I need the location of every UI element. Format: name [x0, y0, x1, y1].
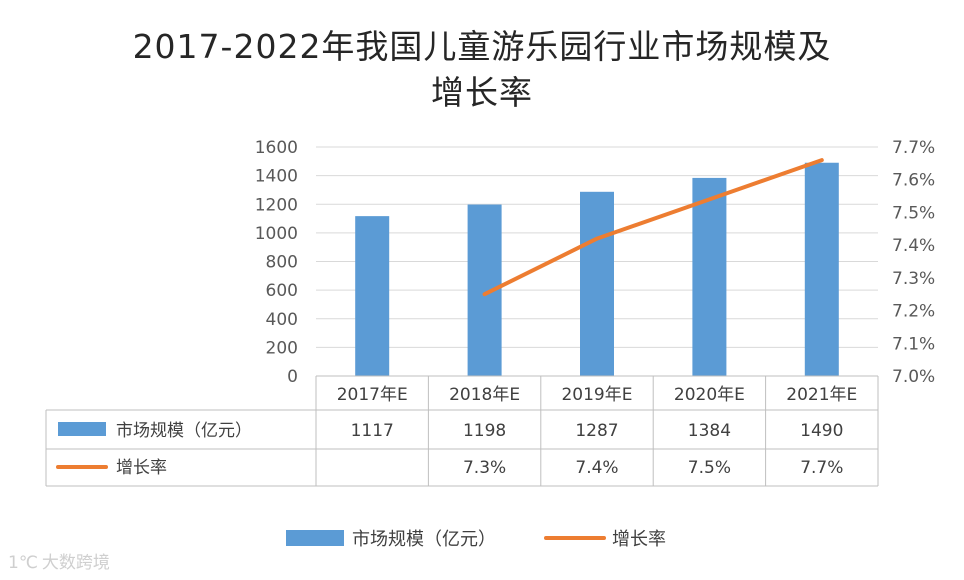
table-legend-key-bar: [58, 422, 106, 436]
growth-rate-line: [482, 158, 824, 297]
y-left-tick-label: 800: [266, 253, 298, 273]
legend-label-growth-rate: 增长率: [612, 529, 666, 550]
y-right-tick-label: 7.2%: [892, 302, 935, 322]
table-cell-growth-rate: 7.3%: [463, 458, 506, 478]
bar: [692, 177, 727, 376]
y-left-tick-label: 600: [266, 281, 298, 301]
bar: [804, 162, 839, 376]
table-cell-growth-rate: 7.7%: [800, 458, 843, 478]
y-right-tick-label: 7.6%: [892, 171, 935, 191]
x-category-label: 2020年E: [674, 385, 745, 405]
table-cell-growth-rate: 7.5%: [688, 458, 731, 478]
table-cell-growth-rate: 7.4%: [575, 458, 618, 478]
y-left-tick-label: 0: [287, 367, 298, 387]
legend-label-market-size: 市场规模（亿元）: [352, 529, 496, 550]
y-left-tick-label: 400: [266, 310, 298, 330]
y-left-tick-label: 1000: [255, 224, 298, 244]
x-category-label: 2018年E: [449, 385, 520, 405]
chart-title-line-1: 2017-2022年我国儿童游乐园行业市场规模及: [132, 27, 832, 66]
y-right-tick-label: 7.3%: [892, 269, 935, 289]
table-cell-market-size: 1490: [800, 421, 843, 441]
watermark-logo: 1℃: [8, 553, 38, 573]
table-cell-market-size: 1117: [351, 421, 394, 441]
watermark-text: 大数跨境: [41, 553, 110, 573]
y-left-tick-label: 1200: [255, 195, 298, 215]
table-cell-market-size: 1287: [575, 421, 618, 441]
legend-key-bar: [286, 530, 344, 546]
y-left-tick-label: 1400: [255, 167, 298, 187]
table-row-header-market-size: 市场规模（亿元）: [116, 421, 252, 441]
x-category-label: 2019年E: [561, 385, 632, 405]
chart-title-line-2: 增长率: [431, 73, 533, 112]
bar: [580, 191, 614, 376]
y-left-tick-label: 1600: [255, 138, 298, 158]
bar: [355, 216, 390, 376]
y-left-tick-label: 200: [266, 338, 298, 358]
x-category-label: 2017年E: [337, 385, 408, 405]
table-cell-market-size: 1384: [688, 421, 731, 441]
y-right-tick-label: 7.1%: [892, 334, 935, 354]
y-right-tick-label: 7.0%: [892, 367, 935, 387]
watermark: 1℃ 大数跨境: [8, 548, 110, 573]
table-row-header-growth-rate: 增长率: [116, 458, 167, 478]
table-cell-market-size: 1198: [463, 421, 506, 441]
y-right-tick-label: 7.4%: [892, 236, 935, 256]
x-category-label: 2021年E: [786, 385, 857, 405]
y-right-tick-label: 7.7%: [892, 138, 935, 158]
y-right-tick-label: 7.5%: [892, 203, 935, 223]
